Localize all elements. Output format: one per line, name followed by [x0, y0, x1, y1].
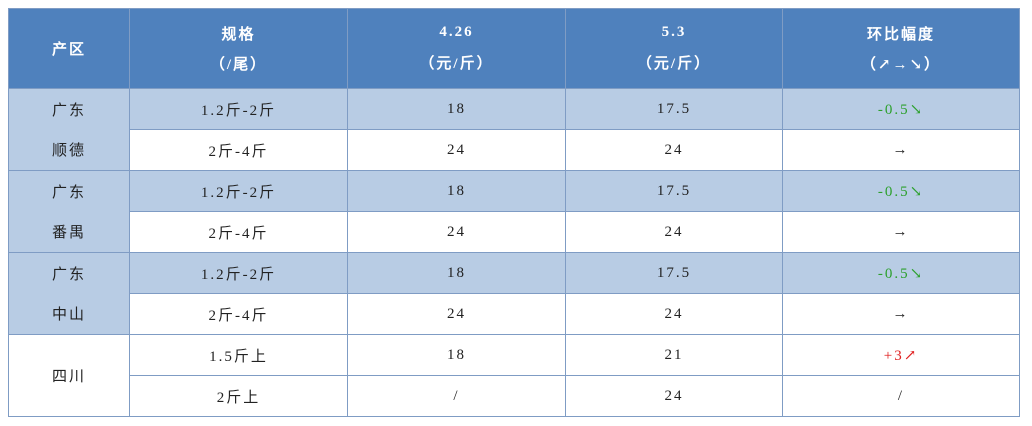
- data-cell: 24: [566, 212, 783, 253]
- cell-text: 24: [664, 141, 684, 158]
- data-cell: →: [783, 212, 1020, 253]
- data-cell: -0.5↘: [783, 253, 1020, 294]
- cell-text: 1.2斤-2斤: [200, 184, 277, 201]
- region-text: 中山: [51, 307, 86, 324]
- region-text: 广东: [51, 266, 86, 283]
- cell-text: 24: [664, 387, 684, 404]
- data-cell: →: [783, 130, 1020, 171]
- header-text: （/尾）: [209, 56, 268, 73]
- cell-text: 17.5: [656, 264, 692, 281]
- region-text: 番禺: [51, 225, 86, 242]
- cell-text: →: [892, 305, 910, 322]
- header-text: （↗→↘）: [860, 56, 942, 73]
- data-cell: 24: [566, 294, 783, 335]
- region-cell: 广东 番禺: [8, 171, 130, 253]
- data-cell: 17.5: [566, 253, 783, 294]
- data-cell: 1.2斤-2斤: [130, 171, 348, 212]
- data-cell: 21: [566, 335, 783, 376]
- cell-text: 18: [447, 100, 466, 117]
- header-cell: 规格 （/尾）: [130, 8, 348, 89]
- cell-text: 21: [664, 346, 684, 363]
- region-text: 广东: [51, 184, 86, 201]
- cell-text: 1.2斤-2斤: [200, 266, 277, 283]
- cell-text: 24: [664, 305, 684, 322]
- header-text: 产区: [51, 42, 86, 58]
- data-cell: 18: [348, 253, 566, 294]
- data-cell: /: [348, 376, 566, 417]
- header-text: 5.3: [661, 24, 687, 41]
- cell-text: 18: [447, 346, 466, 363]
- cell-text: 2斤-4斤: [208, 307, 269, 324]
- header-text: 环比幅度: [866, 27, 935, 44]
- data-cell: 1.5斤上: [130, 335, 348, 376]
- region-cell: 广东 顺德: [8, 89, 130, 171]
- cell-text: 24: [447, 141, 466, 158]
- cell-text: 24: [664, 223, 684, 240]
- cell-text: /: [453, 387, 460, 404]
- region-text: 广东: [51, 102, 86, 119]
- cell-text: 2斤-4斤: [208, 225, 269, 242]
- data-cell: 24: [348, 130, 566, 171]
- cell-text: 1.5斤上: [209, 348, 268, 365]
- header-cell: 5.3 （元/斤）: [566, 8, 783, 89]
- data-cell: 18: [348, 171, 566, 212]
- cell-text: -0.5↘: [877, 101, 925, 118]
- cell-text: 17.5: [656, 182, 692, 199]
- data-cell: 17.5: [566, 89, 783, 130]
- cell-text: 24: [447, 223, 466, 240]
- header-text: 规格: [221, 27, 256, 44]
- data-cell: 24: [348, 212, 566, 253]
- data-cell: 18: [348, 89, 566, 130]
- cell-text: →: [892, 223, 910, 240]
- header-text: 4.26: [439, 24, 474, 41]
- region-cell: 广东 中山: [8, 253, 130, 335]
- region-text: 顺德: [51, 143, 86, 160]
- cell-text: 2斤-4斤: [208, 143, 269, 160]
- header-cell: 环比幅度 （↗→↘）: [783, 8, 1020, 89]
- cell-text: 1.2斤-2斤: [200, 102, 277, 119]
- cell-text: 24: [447, 305, 466, 322]
- cell-text: /: [897, 387, 905, 404]
- data-cell: 24: [566, 376, 783, 417]
- header-cell: 产区: [8, 8, 130, 89]
- cell-text: 2斤上: [216, 389, 261, 406]
- data-cell: 17.5: [566, 171, 783, 212]
- data-cell: 24: [348, 294, 566, 335]
- data-cell: 1.2斤-2斤: [130, 89, 348, 130]
- cell-text: 18: [447, 264, 466, 281]
- cell-text: -0.5↘: [877, 183, 925, 200]
- data-cell: 18: [348, 335, 566, 376]
- header-text: （元/斤）: [636, 55, 712, 72]
- header-cell: 4.26 （元/斤）: [348, 8, 566, 89]
- data-cell: →: [783, 294, 1020, 335]
- cell-text: 18: [447, 182, 466, 199]
- region-cell: 四川: [8, 335, 130, 417]
- cell-text: 17.5: [656, 100, 692, 117]
- data-cell: /: [783, 376, 1020, 417]
- cell-text: +3↗: [883, 347, 919, 364]
- data-cell: 1.2斤-2斤: [130, 253, 348, 294]
- data-cell: 2斤-4斤: [130, 130, 348, 171]
- region-text: 四川: [51, 369, 86, 385]
- data-cell: 2斤-4斤: [130, 212, 348, 253]
- data-cell: -0.5↘: [783, 171, 1020, 212]
- data-cell: 2斤-4斤: [130, 294, 348, 335]
- data-cell: -0.5↘: [783, 89, 1020, 130]
- cell-text: →: [892, 141, 910, 158]
- data-cell: +3↗: [783, 335, 1020, 376]
- data-cell: 2斤上: [130, 376, 348, 417]
- data-cell: 24: [566, 130, 783, 171]
- header-text: （元/斤）: [419, 55, 494, 72]
- cell-text: -0.5↘: [877, 265, 925, 282]
